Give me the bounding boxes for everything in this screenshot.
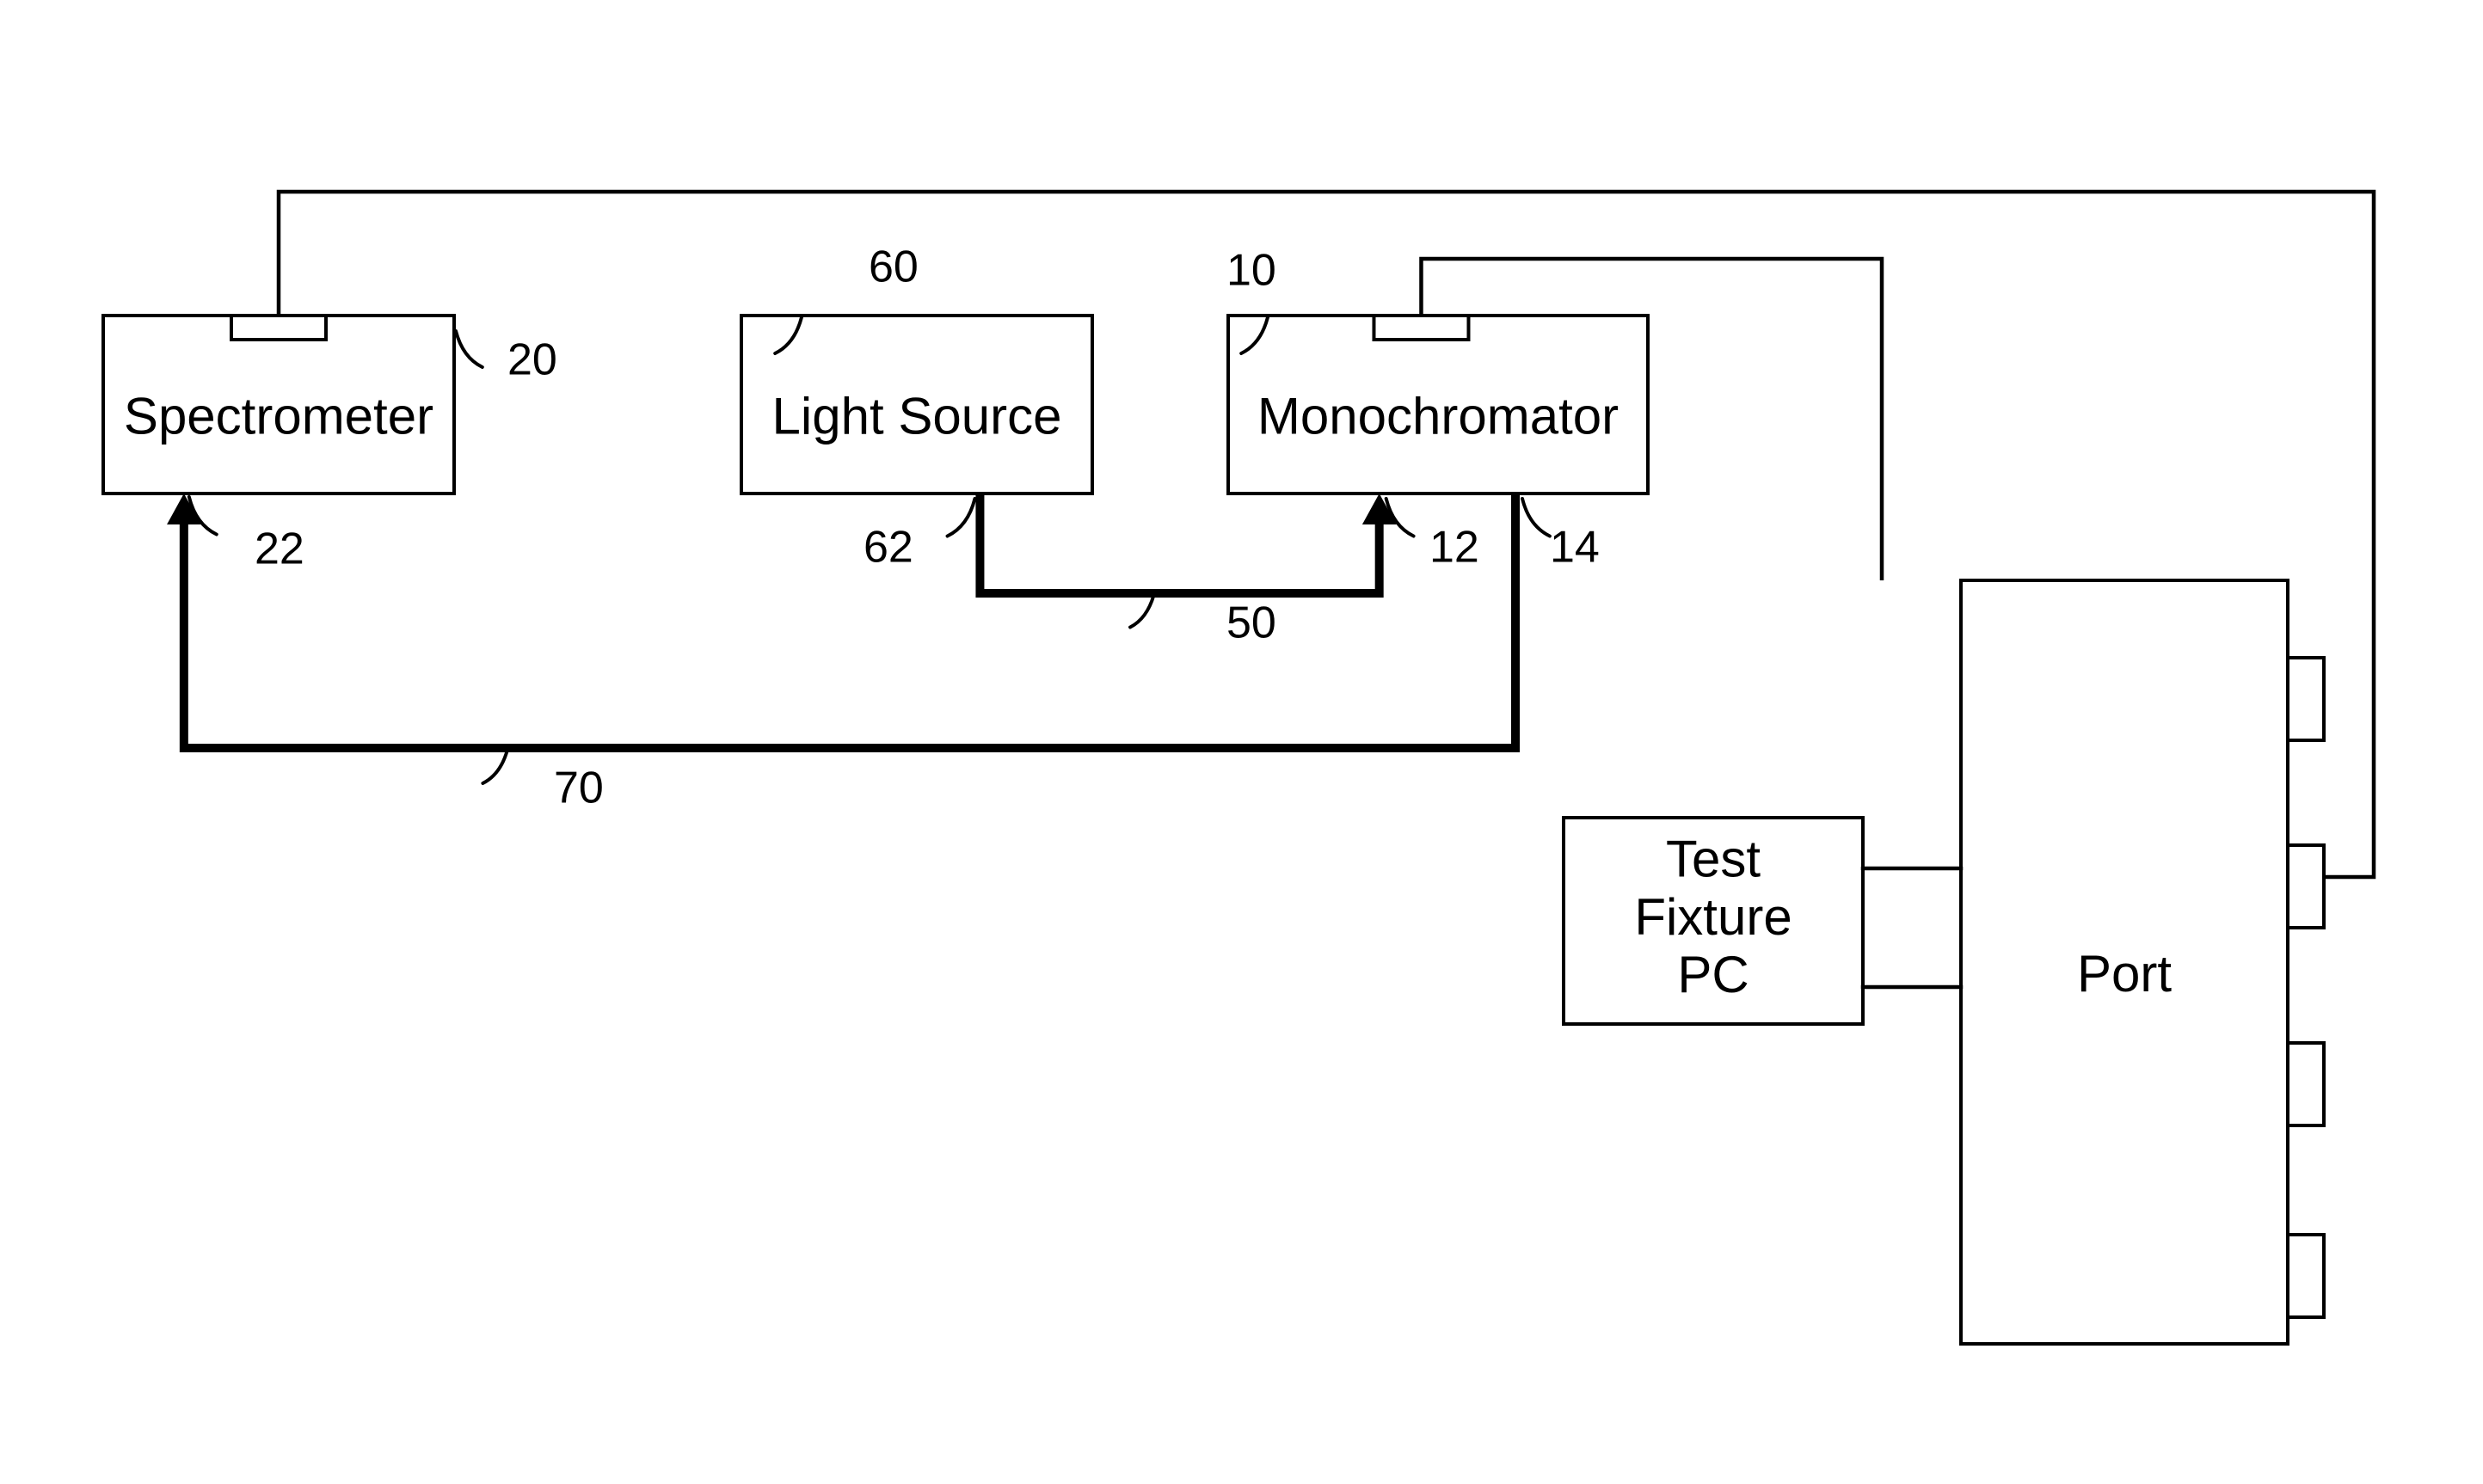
optical-70 — [184, 494, 1515, 748]
ref-22: 22 — [189, 497, 304, 574]
ref-20: 20 — [456, 331, 557, 385]
label-light_source: Light Source — [772, 387, 1062, 445]
refnum-12: 12 — [1429, 523, 1479, 573]
refnum-60: 60 — [869, 242, 919, 292]
label-port: Port — [2077, 945, 2172, 1003]
layer-blocks — [103, 316, 2324, 1344]
label-test_fixture-line0: Test — [1666, 831, 1761, 888]
layer-labels: Spectrometer Light Source Monochromator Tes… — [124, 387, 2172, 1003]
label-monochromator: Monochromator — [1257, 387, 1619, 445]
refnum-10: 10 — [1226, 246, 1276, 296]
label-test_fixture-line1: Fixture — [1634, 888, 1792, 946]
label-spectrometer: Spectrometer — [124, 387, 433, 445]
label-test_fixture-line2: PC — [1677, 946, 1749, 1003]
refnum-20: 20 — [507, 335, 557, 385]
layer-optical — [167, 494, 1515, 748]
label-monochromator: Monochromator — [1257, 387, 1619, 445]
refnum-22: 22 — [255, 524, 304, 574]
ref-10: 10 — [1226, 246, 1276, 353]
label-test_fixture: TestFixturePC — [1634, 831, 1792, 1003]
optical-50 — [980, 494, 1379, 593]
label-light_source: Light Source — [772, 387, 1062, 445]
refnum-50: 50 — [1226, 598, 1276, 648]
ref-50: 50 — [1130, 595, 1276, 648]
ref-62: 62 — [864, 499, 974, 573]
refnum-14: 14 — [1550, 523, 1600, 573]
ref-12: 12 — [1386, 499, 1479, 573]
ref-14: 14 — [1522, 499, 1600, 573]
ref-60: 60 — [775, 242, 919, 353]
refnum-70: 70 — [554, 763, 604, 813]
label-spectrometer: Spectrometer — [124, 387, 433, 445]
label-port: Port — [2077, 945, 2172, 1003]
refnum-62: 62 — [864, 523, 913, 573]
ref-70: 70 — [482, 750, 603, 813]
layer-refnums: 20 22 60 62 10 12 14 50 70 — [189, 242, 1600, 813]
